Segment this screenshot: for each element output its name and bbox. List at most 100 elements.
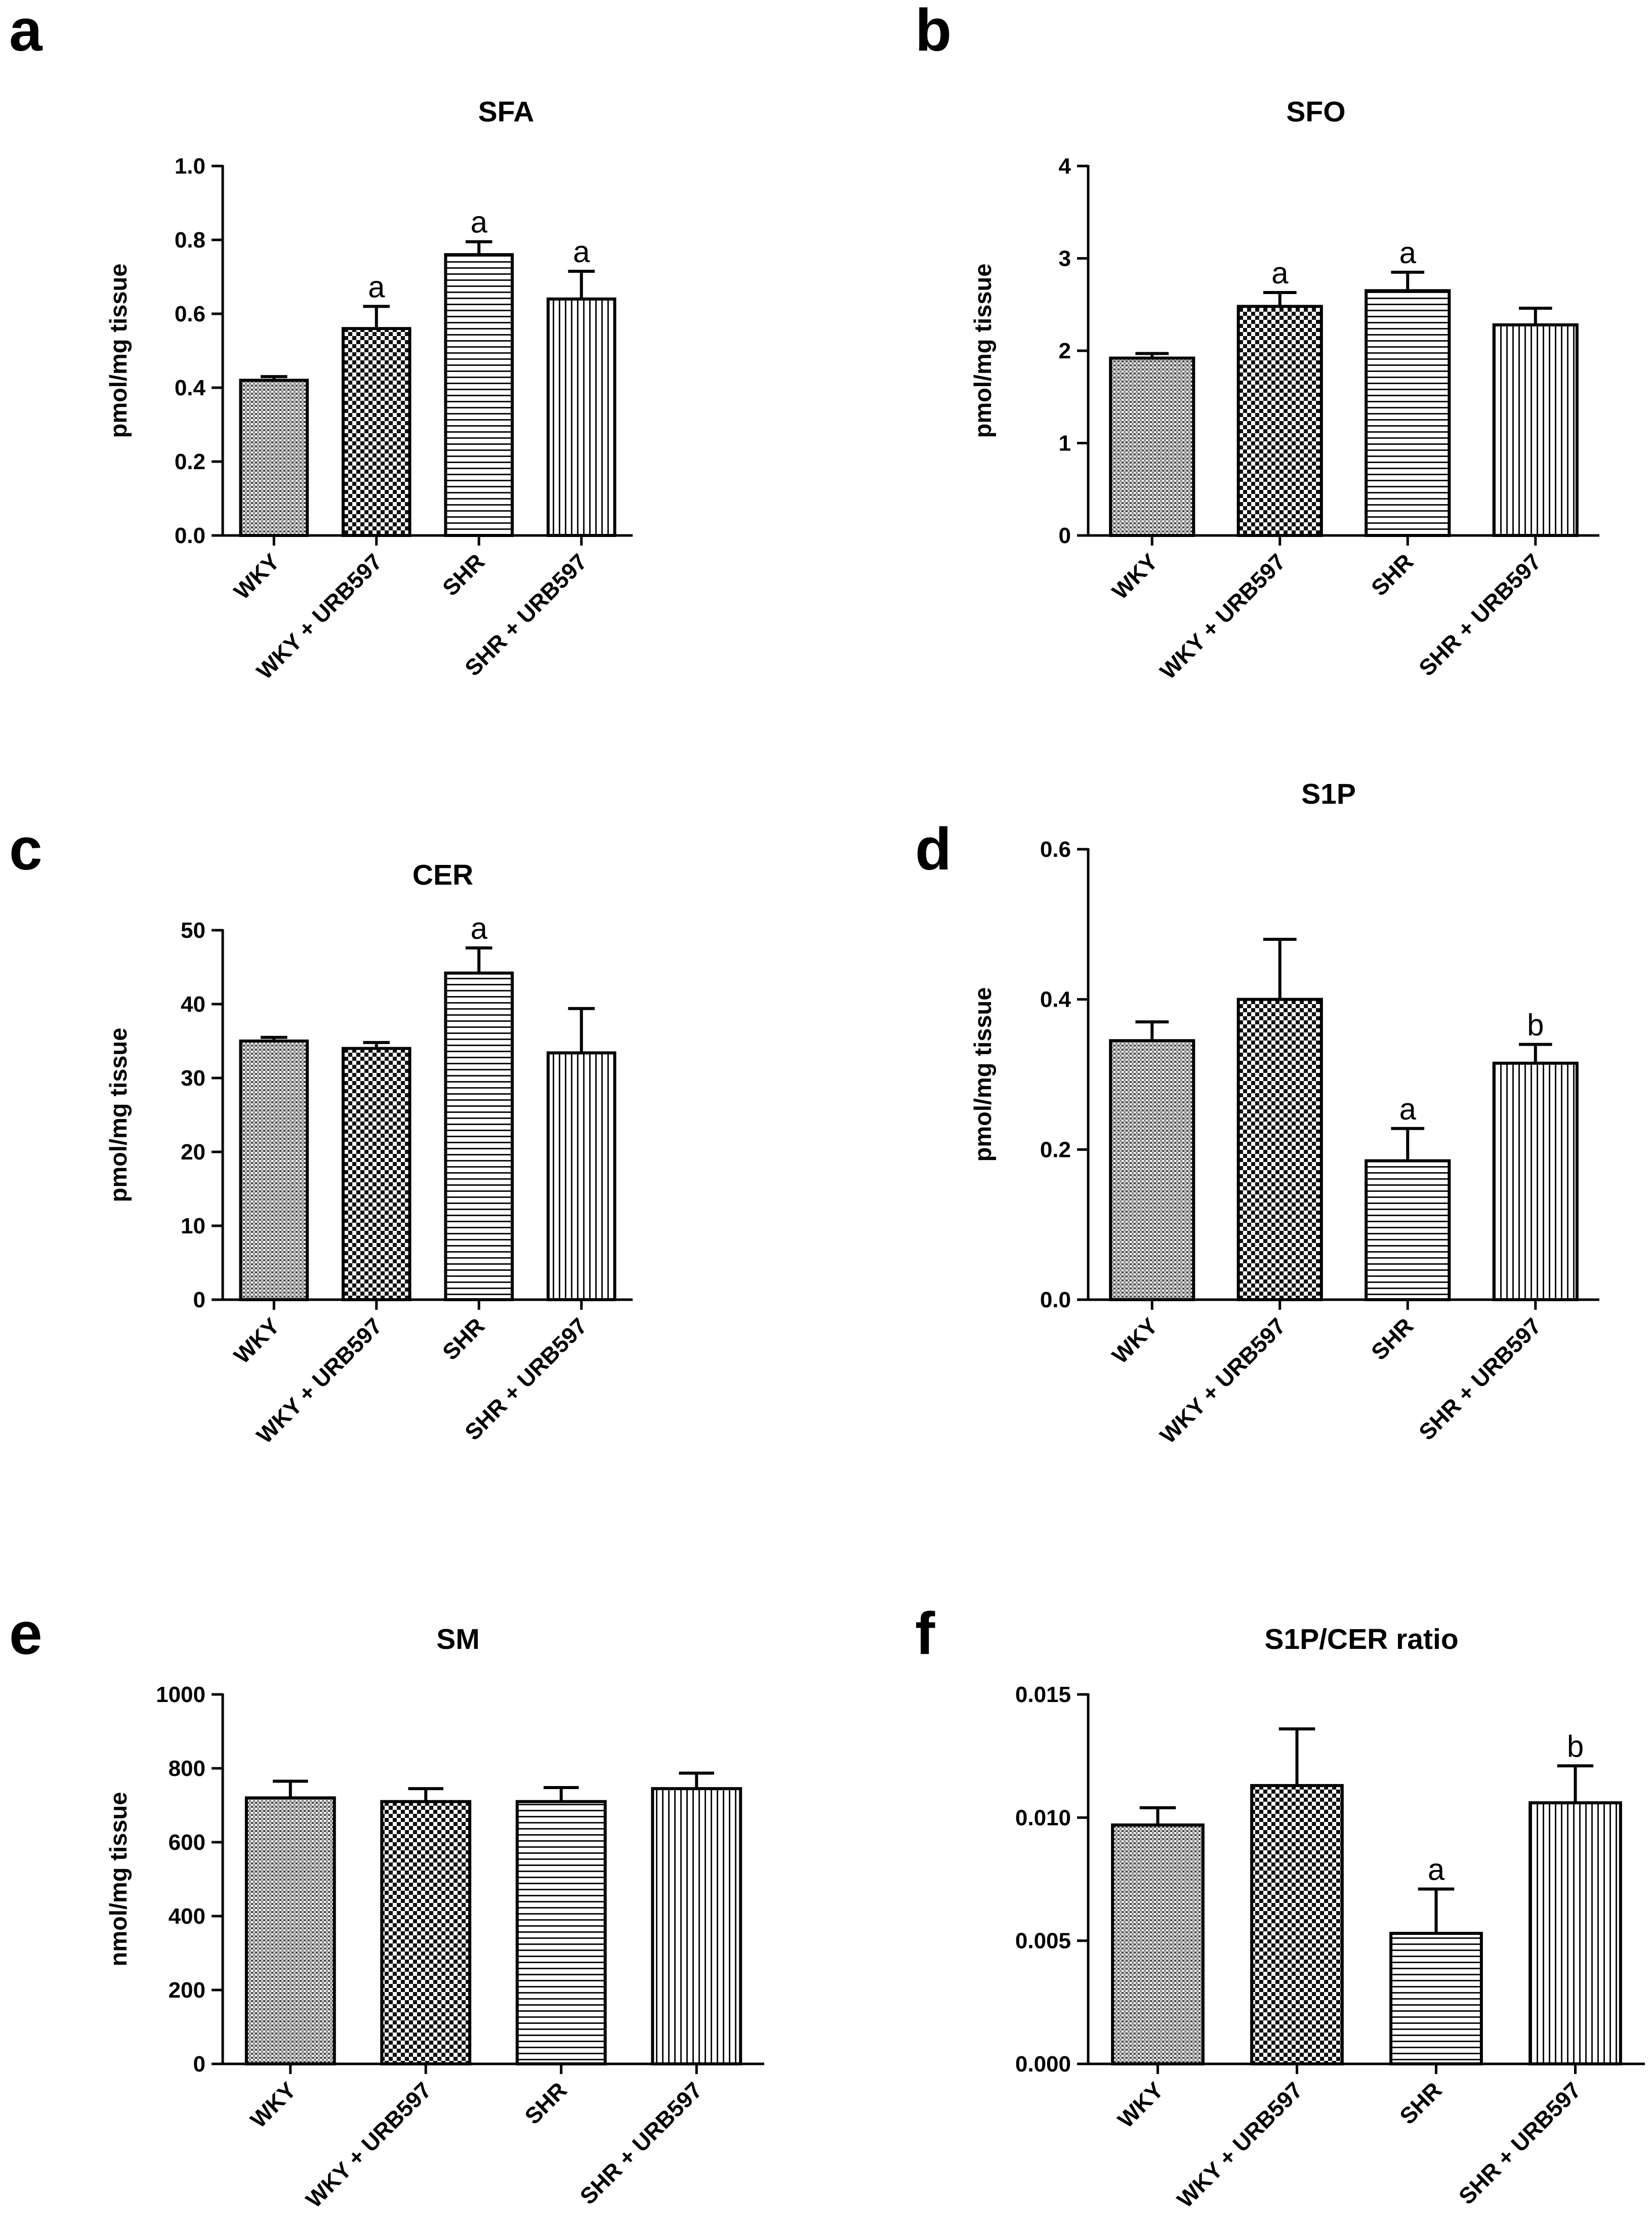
significance-annotation: a bbox=[1399, 236, 1417, 270]
x-category-label: WKY + URB597 bbox=[1172, 2077, 1308, 2213]
significance-annotation: a bbox=[471, 205, 488, 239]
y-tick-label: 0 bbox=[1059, 523, 1071, 548]
panel-f: f S1P/CER ratio 0.000 0.005 0.010 0.015 WKY WKY… bbox=[915, 1600, 1645, 2213]
y-tick-label: 40 bbox=[181, 992, 205, 1017]
bar-wky-urb597 bbox=[380, 1800, 472, 2065]
panel-e: e SM nmol/mg tissue 0 200 400 600 800 1000 WKY WKY… bbox=[9, 1600, 764, 2213]
y-tick-label: 0.6 bbox=[1040, 837, 1071, 862]
y-axis-label: pmol/mg tissue bbox=[105, 264, 132, 438]
panel-letter: c bbox=[9, 816, 43, 883]
y-tick-label: 0.2 bbox=[175, 449, 205, 474]
chart-title: SM bbox=[436, 1623, 480, 1655]
y-tick-label: 1000 bbox=[156, 1682, 205, 1707]
x-category-label: WKY bbox=[229, 549, 284, 604]
y-tick-label: 1.0 bbox=[175, 154, 205, 179]
y-tick-label: 0.8 bbox=[175, 228, 205, 253]
y-tick-label: 0.0 bbox=[175, 523, 205, 548]
y-tick-label: 0.005 bbox=[1015, 1929, 1071, 1954]
significance-annotation: b bbox=[1567, 1729, 1584, 1763]
y-tick-label: 10 bbox=[181, 1214, 205, 1238]
bar-shr-urb597 bbox=[651, 1787, 742, 2065]
x-category-label: WKY bbox=[245, 2077, 301, 2133]
x-category-label: WKY + URB597 bbox=[1155, 1313, 1291, 1448]
y-tick-label: 0 bbox=[193, 2052, 205, 2077]
bar-shr bbox=[1365, 1159, 1451, 1301]
chart-title: S1P bbox=[1301, 778, 1356, 810]
bar-wky-urb597 bbox=[1236, 305, 1323, 537]
bar-wky bbox=[1109, 356, 1195, 537]
x-category-label: SHR + URB597 bbox=[575, 2077, 708, 2210]
x-category-label: WKY bbox=[229, 1313, 284, 1369]
bar-wky-urb597 bbox=[1236, 998, 1323, 1301]
bar-shr-urb597 bbox=[1492, 1061, 1579, 1301]
y-axis-label: pmol/mg tissue bbox=[105, 1028, 132, 1203]
chart-title: SFO bbox=[1286, 96, 1345, 128]
y-tick-label: 2 bbox=[1059, 339, 1071, 363]
panel-letter: a bbox=[9, 0, 43, 64]
significance-annotation: a bbox=[1271, 256, 1289, 290]
x-category-label: SHR bbox=[437, 549, 489, 601]
y-tick-label: 600 bbox=[169, 1830, 205, 1855]
y-tick-label: 400 bbox=[169, 1904, 205, 1929]
x-category-label: WKY bbox=[1112, 2077, 1168, 2133]
bar-wky-urb597 bbox=[1250, 1784, 1344, 2065]
bar-wky bbox=[239, 1040, 309, 1301]
chart-title: SFA bbox=[478, 96, 534, 128]
bar-wky-urb597 bbox=[341, 1047, 411, 1302]
bar-wky-urb597 bbox=[341, 327, 411, 537]
x-category-label: SHR bbox=[437, 1313, 489, 1365]
bar-shr-urb597 bbox=[546, 1051, 616, 1302]
x-category-label: SHR bbox=[1394, 2077, 1447, 2129]
y-tick-label: 0.4 bbox=[1040, 987, 1071, 1012]
x-category-label: WKY + URB597 bbox=[301, 2077, 436, 2213]
x-category-label: SHR + URB597 bbox=[1454, 2077, 1586, 2210]
y-tick-label: 3 bbox=[1059, 246, 1071, 271]
y-tick-label: 1 bbox=[1059, 431, 1071, 456]
bar-shr bbox=[1365, 289, 1451, 537]
x-category-label: WKY bbox=[1107, 549, 1163, 604]
panel-letter: d bbox=[915, 816, 952, 883]
significance-annotation: a bbox=[573, 235, 590, 269]
panel-letter: e bbox=[9, 1600, 43, 1667]
y-tick-label: 0.4 bbox=[175, 376, 206, 400]
y-tick-label: 0.2 bbox=[1040, 1137, 1071, 1162]
x-category-label: SHR bbox=[520, 2077, 572, 2129]
y-tick-label: 20 bbox=[181, 1140, 205, 1165]
bar-wky bbox=[244, 1796, 336, 2065]
x-category-label: SHR + URB597 bbox=[1414, 1313, 1546, 1445]
chart-title: CER bbox=[412, 859, 473, 891]
bar-shr-urb597 bbox=[546, 297, 616, 537]
y-tick-label: 200 bbox=[169, 1978, 205, 2003]
bar-shr bbox=[1389, 1932, 1483, 2065]
bar-wky bbox=[1109, 1039, 1195, 1301]
x-category-label: SHR bbox=[1366, 549, 1418, 601]
bar-wky bbox=[239, 379, 309, 537]
y-tick-label: 0 bbox=[193, 1288, 205, 1312]
significance-annotation: b bbox=[1527, 1008, 1544, 1042]
y-axis-label: nmol/mg tissue bbox=[105, 1792, 132, 1967]
significance-annotation: a bbox=[1428, 1852, 1445, 1886]
y-tick-label: 0.015 bbox=[1015, 1682, 1071, 1707]
panel-letter: b bbox=[915, 0, 952, 64]
chart-title: S1P/CER ratio bbox=[1264, 1623, 1458, 1655]
x-category-label: WKY + URB597 bbox=[1155, 549, 1291, 684]
y-axis-label: pmol/mg tissue bbox=[969, 987, 996, 1162]
y-tick-label: 800 bbox=[169, 1756, 205, 1781]
y-axis-label: pmol/mg tissue bbox=[969, 264, 996, 438]
significance-annotation: a bbox=[471, 911, 488, 945]
significance-annotation: a bbox=[368, 270, 385, 304]
y-tick-label: 50 bbox=[181, 918, 205, 943]
y-tick-label: 4 bbox=[1059, 154, 1071, 179]
y-tick-label: 0.010 bbox=[1015, 1805, 1071, 1830]
bar-shr bbox=[515, 1800, 607, 2065]
panel-letter: f bbox=[915, 1600, 935, 1667]
bar-shr-urb597 bbox=[1529, 1801, 1622, 2065]
x-category-label: SHR bbox=[1366, 1313, 1418, 1365]
y-tick-label: 0.6 bbox=[175, 302, 205, 326]
significance-annotation: a bbox=[1399, 1092, 1417, 1126]
